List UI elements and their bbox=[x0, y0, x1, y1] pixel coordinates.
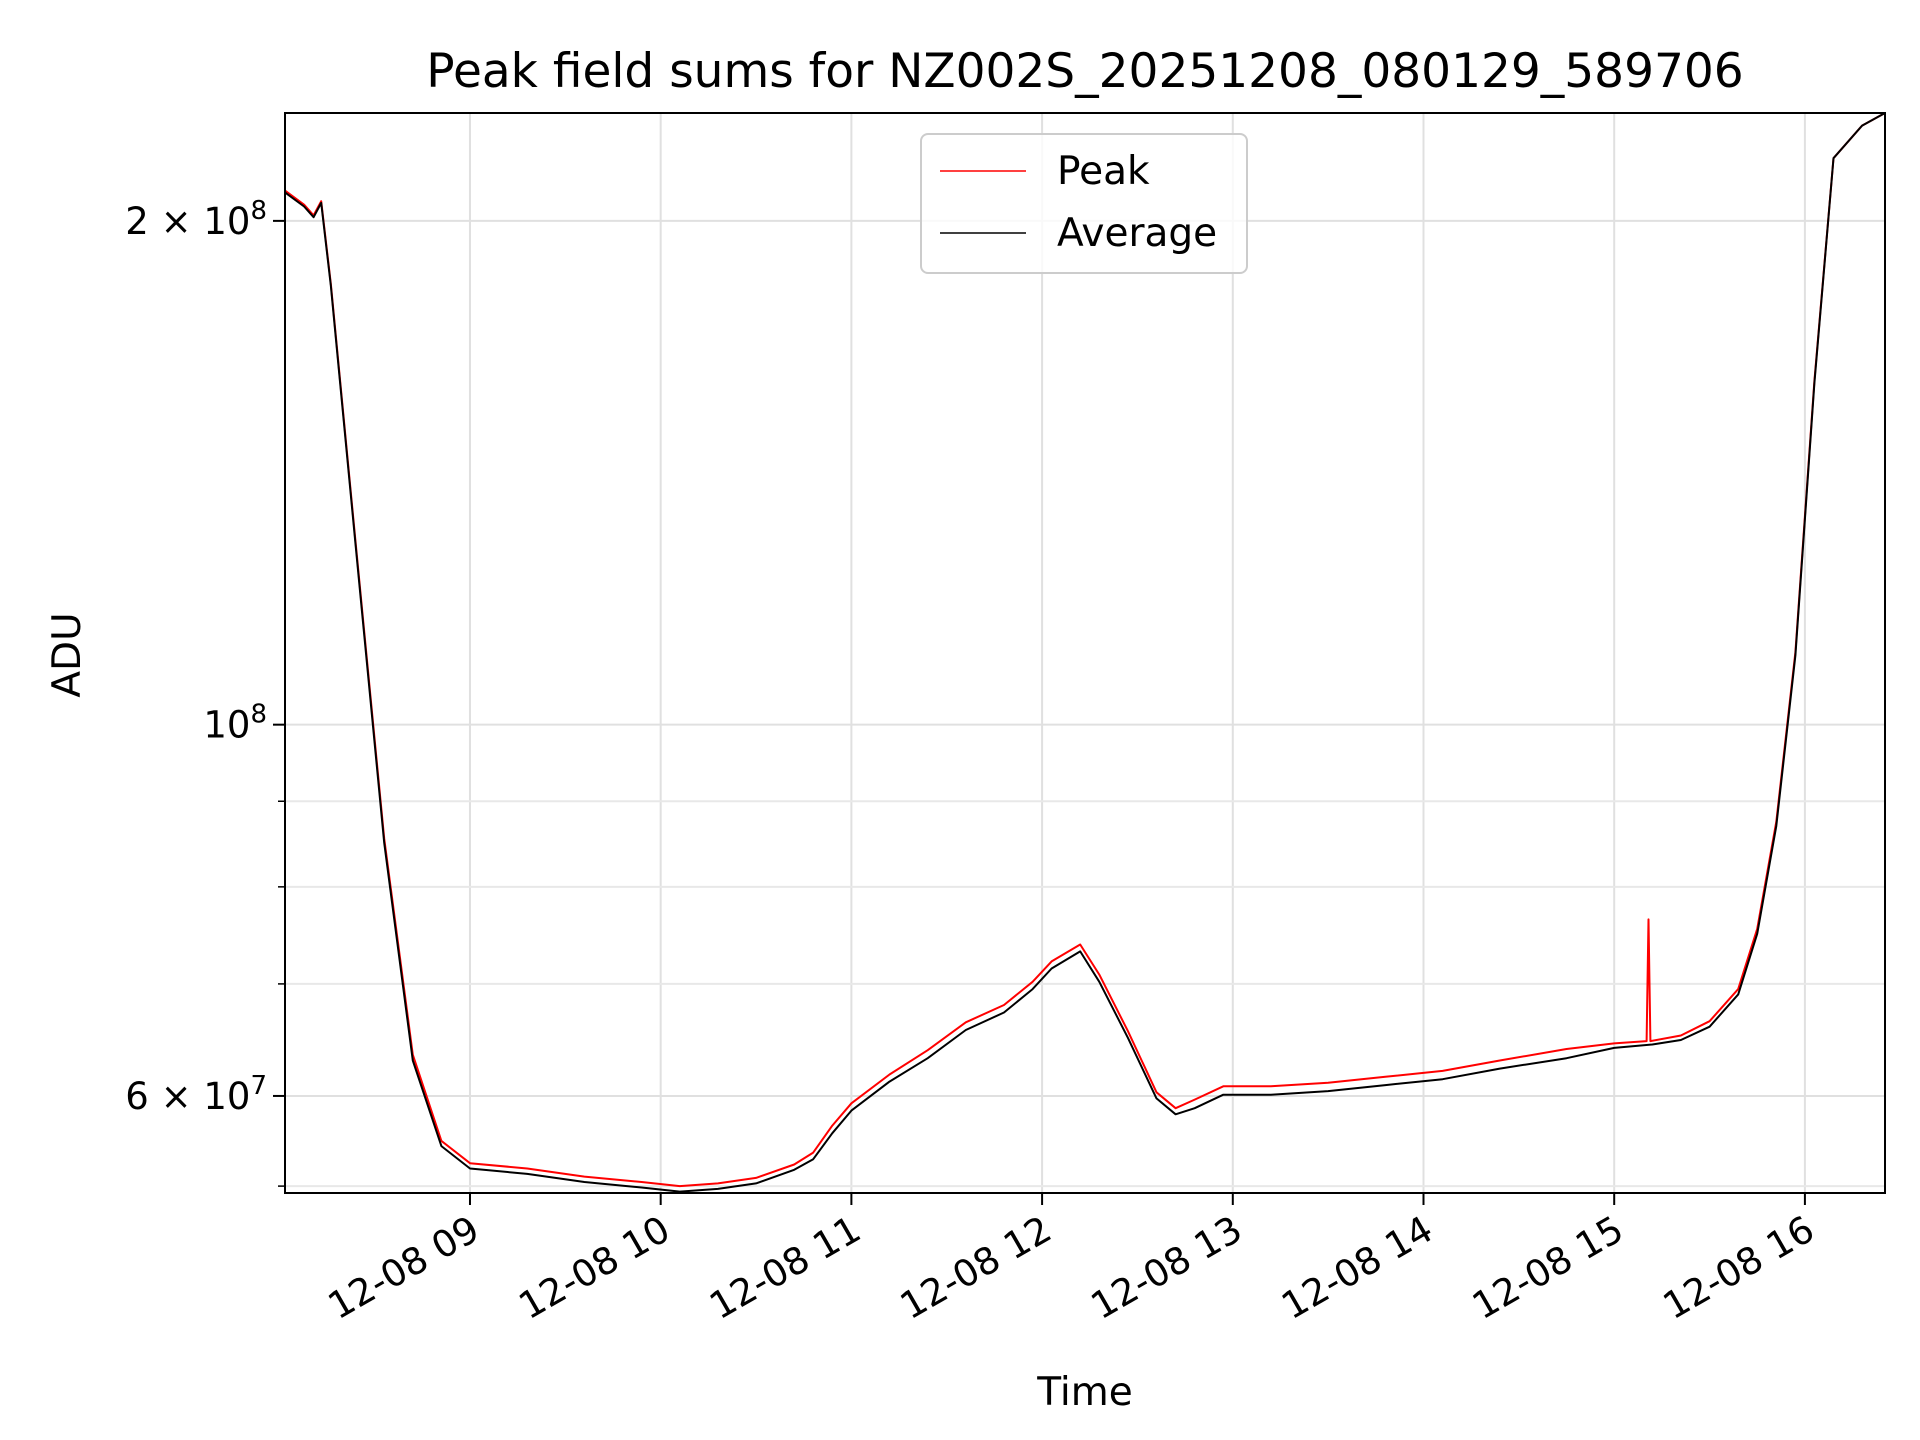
x-axis-label: Time bbox=[1036, 1370, 1132, 1415]
series-line-peak bbox=[284, 112, 1886, 1188]
y-tick-exponent: 8 bbox=[250, 700, 267, 730]
chart-title: Peak field sums for NZ002S_20251208_0801… bbox=[426, 44, 1743, 99]
legend: Peak Average bbox=[920, 133, 1248, 274]
legend-box bbox=[920, 133, 1248, 274]
y-axis-label: ADU bbox=[45, 612, 90, 697]
y-tick-exponent: 8 bbox=[250, 196, 267, 226]
series-line-average bbox=[284, 112, 1886, 1193]
legend-label-peak: Peak bbox=[1057, 149, 1150, 194]
y-tick-exponent: 7 bbox=[250, 1071, 267, 1101]
y-tick-label: 2 × 108 bbox=[125, 196, 267, 243]
legend-label-average: Average bbox=[1057, 211, 1217, 256]
plot-frame bbox=[284, 112, 1886, 1194]
y-tick-label: 6 × 107 bbox=[125, 1071, 267, 1118]
series-lines bbox=[284, 112, 1886, 1193]
